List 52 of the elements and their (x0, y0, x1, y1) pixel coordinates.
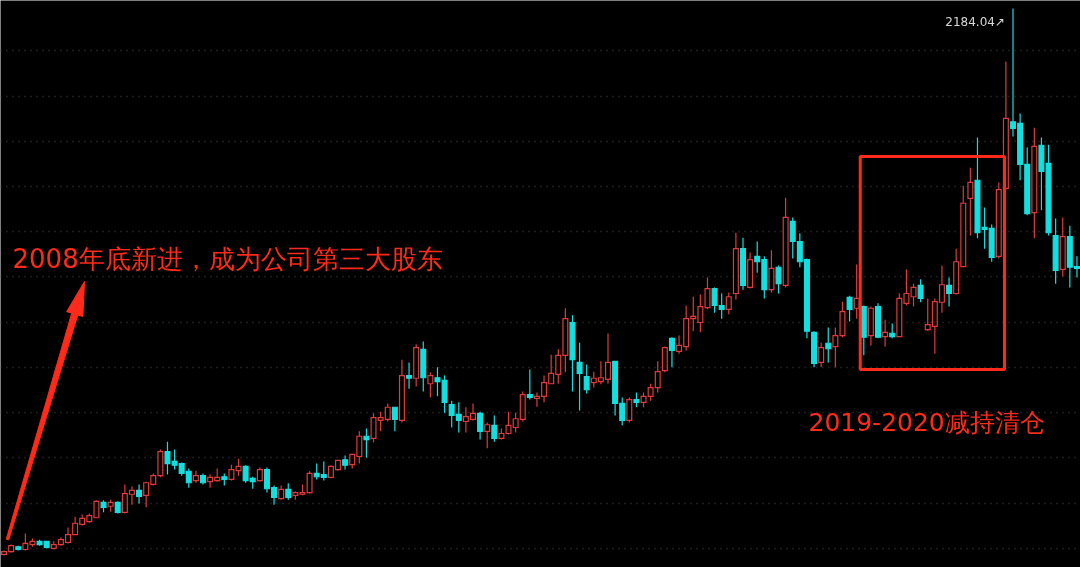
candlestick (967, 167, 974, 237)
candlestick (811, 330, 818, 368)
candlestick (107, 499, 114, 513)
annotation: 2184.04↗ (945, 14, 1006, 29)
candlestick (114, 500, 121, 514)
annotation: 2019-2020减持清仓 (808, 408, 1045, 437)
candlestick (427, 371, 434, 399)
candlestick (15, 545, 22, 552)
candlestick (221, 472, 228, 487)
candlestick (420, 341, 427, 392)
candlestick (995, 181, 1002, 260)
candlestick (413, 343, 420, 388)
candlestick (136, 483, 143, 505)
candlestick (398, 359, 405, 424)
candlestick (739, 237, 747, 291)
candlestick (192, 470, 199, 484)
annotation: 2008年底新进，成为公司第三大股东 (12, 243, 443, 274)
candlestick (491, 414, 498, 443)
candlestick (391, 406, 398, 432)
candlestick (768, 249, 775, 293)
candlestick (668, 336, 675, 368)
candlestick (256, 466, 263, 483)
candlestick (633, 391, 640, 408)
candlestick (583, 364, 590, 395)
candlestick (569, 314, 576, 392)
candlestick (782, 197, 789, 289)
candlestick (818, 342, 825, 368)
candlestick (285, 482, 292, 501)
candlestick (917, 278, 924, 303)
candlestick (1052, 217, 1059, 285)
candlestick (725, 291, 732, 315)
candlestick (867, 306, 874, 347)
candlestick (576, 342, 583, 412)
candlestick (199, 472, 207, 485)
candlestick (846, 295, 853, 322)
candlestick (342, 454, 349, 471)
candlestick (406, 361, 413, 390)
candlestick (732, 232, 739, 301)
candlestick (946, 277, 953, 308)
candlestick (1031, 127, 1038, 239)
candlestick (100, 499, 107, 513)
candlestick (747, 251, 754, 290)
candlestick (874, 302, 882, 339)
candlestick (526, 368, 533, 401)
candlestick (882, 319, 889, 348)
candlestick (1059, 216, 1066, 278)
candlestick (477, 411, 484, 441)
candlestick (775, 264, 782, 295)
candlestick (484, 421, 491, 449)
candlestick (661, 345, 668, 373)
candlestick (626, 396, 633, 424)
candlestick (278, 484, 285, 501)
